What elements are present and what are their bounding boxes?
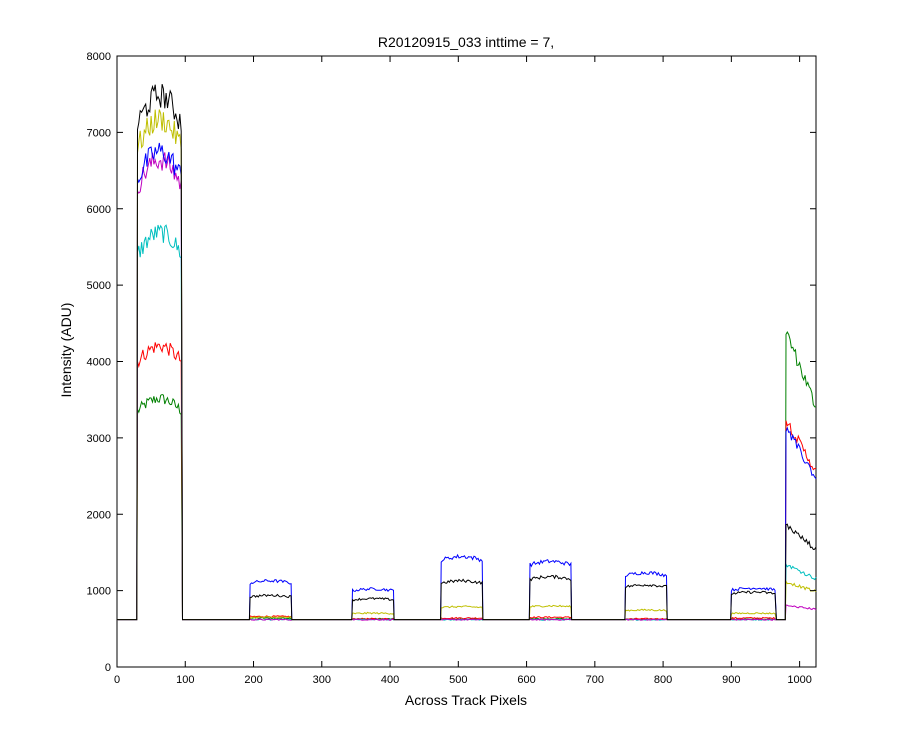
series-line bbox=[117, 152, 817, 621]
chart-title: R20120915_033 inttime = 7, bbox=[378, 34, 554, 50]
x-tick-label: 200 bbox=[244, 674, 262, 686]
x-tick-label: 800 bbox=[654, 674, 672, 686]
x-tick-label: 900 bbox=[722, 674, 740, 686]
y-axis-label: Intensity (ADU) bbox=[58, 303, 74, 398]
y-axis-ticks: 0 1000 2000 3000 4000 5000 6000 7000 8000 bbox=[87, 51, 816, 674]
plot-area bbox=[116, 55, 817, 668]
x-tick-label: 400 bbox=[381, 674, 399, 686]
series-line bbox=[117, 142, 817, 621]
x-tick-label: 1000 bbox=[787, 674, 811, 686]
y-tick-label: 8000 bbox=[87, 51, 111, 63]
series-line bbox=[117, 109, 817, 621]
series-layer bbox=[117, 83, 817, 621]
series-line bbox=[117, 83, 817, 621]
y-tick-label: 6000 bbox=[87, 204, 111, 216]
y-tick-label: 0 bbox=[105, 662, 111, 674]
x-axis-ticks: 0 100 200 300 400 500 600 700 800 900 1000 bbox=[114, 56, 812, 686]
x-tick-label: 700 bbox=[586, 674, 604, 686]
y-tick-label: 2000 bbox=[87, 509, 111, 521]
y-tick-label: 4000 bbox=[87, 357, 111, 369]
x-tick-label: 100 bbox=[176, 674, 194, 686]
series-line bbox=[117, 342, 817, 621]
y-tick-label: 7000 bbox=[87, 127, 111, 139]
x-tick-label: 0 bbox=[114, 674, 120, 686]
y-tick-label: 3000 bbox=[87, 433, 111, 445]
x-tick-label: 500 bbox=[449, 674, 467, 686]
x-tick-label: 600 bbox=[517, 674, 535, 686]
y-tick-label: 5000 bbox=[87, 280, 111, 292]
x-axis-label: Across Track Pixels bbox=[405, 692, 527, 708]
y-tick-label: 1000 bbox=[87, 586, 111, 598]
x-tick-label: 300 bbox=[313, 674, 331, 686]
